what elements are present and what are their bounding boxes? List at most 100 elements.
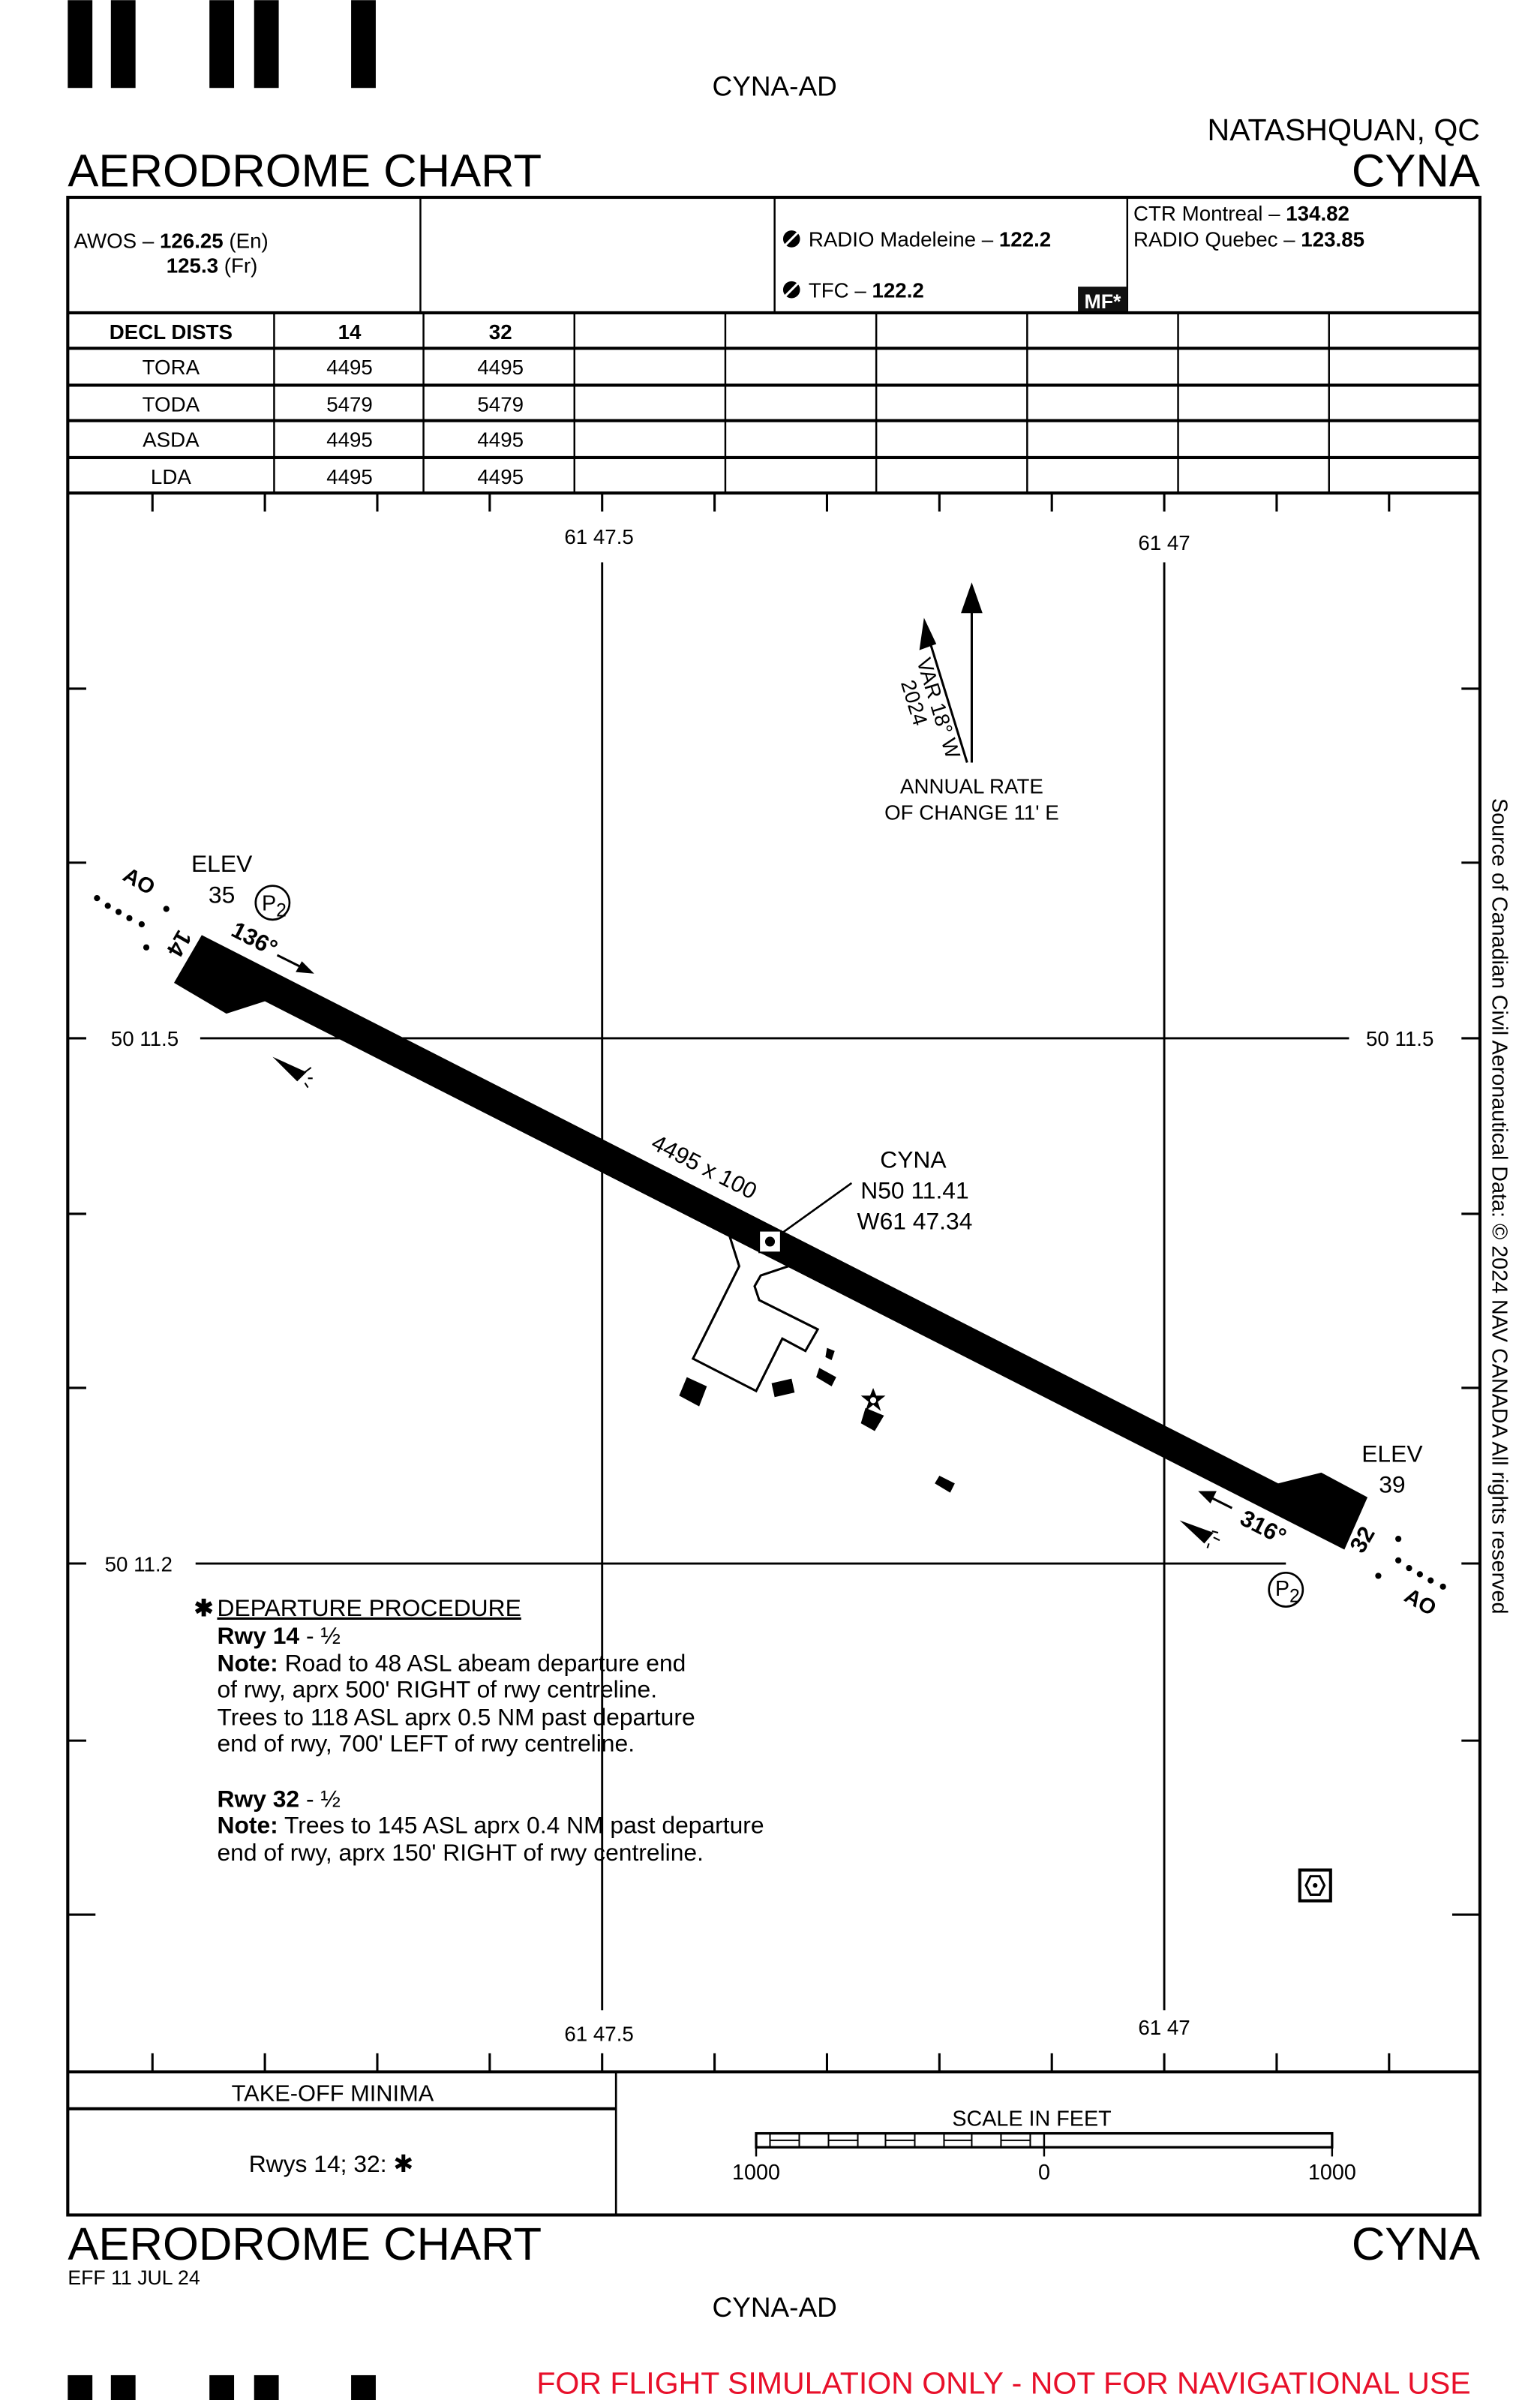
vor-icon xyxy=(1298,1868,1332,1903)
annual-rate-label-2: OF CHANGE 11' E xyxy=(884,801,1059,824)
rwy32-lighting: AO xyxy=(1400,1584,1440,1621)
scale-bar xyxy=(755,2131,1334,2157)
ctr-frequency: CTR Montreal – 134.82 xyxy=(1133,202,1349,225)
building xyxy=(935,1475,955,1493)
graticule xyxy=(195,562,1349,2011)
table-row: TORA 4495 4495 xyxy=(143,356,524,379)
table-cell: 5479 xyxy=(326,392,373,416)
departure-marker: ✱ xyxy=(194,1595,214,1621)
decl-dists-table-grid xyxy=(68,311,1480,495)
building xyxy=(860,1407,884,1431)
longitude-label: 61 47 xyxy=(1138,2016,1190,2039)
apron-outline xyxy=(691,1232,820,1393)
papi-label: P2 xyxy=(1275,1577,1300,1606)
footer-ident: CYNA xyxy=(1352,2218,1480,2270)
bottom-panel xyxy=(68,2071,617,2215)
rwy14-note: Note: Road to 48 ASL abeam departure end xyxy=(217,1650,686,1677)
decl-dists-header: DECL DISTS 14 32 xyxy=(110,320,512,344)
latitude-label: 50 11.5 xyxy=(1366,1027,1433,1050)
ident-title: CYNA xyxy=(1352,146,1480,197)
map-border-ticks xyxy=(68,493,1480,2074)
rwy32-papi: P2 xyxy=(1268,1571,1304,1608)
rwy32-note-line: end of rwy, aprx 150' RIGHT of rwy centr… xyxy=(217,1839,703,1866)
building xyxy=(679,1377,707,1407)
table-cell: 5479 xyxy=(477,392,524,416)
comms-box xyxy=(419,197,1129,313)
departure-title: DEPARTURE PROCEDURE xyxy=(217,1594,521,1621)
rwy32-note: Note: Trees to 145 ASL aprx 0.4 NM past … xyxy=(217,1811,764,1838)
north-arrow-icon xyxy=(919,582,983,763)
table-cell: 4495 xyxy=(326,428,373,452)
arp-leader-line xyxy=(780,1182,853,1235)
arp-icon xyxy=(758,1230,782,1254)
radio-quebec-frequency: RADIO Quebec – 123.85 xyxy=(1133,228,1364,251)
magnetic-variation: VAR 18° W 2024 xyxy=(896,655,965,761)
decl-dists-rows: TORA 4495 4495 TODA 5479 5479 ASDA 4495 … xyxy=(143,356,524,488)
table-cell: 4495 xyxy=(477,465,524,488)
longitude-label: 61 47 xyxy=(1138,531,1190,554)
rwy14-note-line: of rwy, aprx 500' RIGHT of rwy centrelin… xyxy=(217,1676,657,1703)
building xyxy=(771,1378,795,1398)
rwy14-elev: 35 xyxy=(209,881,235,908)
building xyxy=(816,1368,836,1386)
tfc-frequency: TFC – 122.2 xyxy=(809,278,924,302)
doc-id-top: CYNA-AD xyxy=(713,71,837,101)
table-row: ASDA 4495 4495 xyxy=(143,428,524,452)
rwy32-elev-label: ELEV xyxy=(1361,1440,1423,1467)
registration-bars-top xyxy=(68,0,376,89)
table-row: TODA 5479 5479 xyxy=(143,392,524,416)
awos-frequency: AWOS – 126.25 (En) xyxy=(74,230,269,253)
table-header: 14 xyxy=(338,320,362,344)
arp-longitude: W61 47.34 xyxy=(857,1208,973,1235)
tfc-half-circle-icon xyxy=(782,281,800,299)
rwy14-elev-label: ELEV xyxy=(191,850,253,877)
mf-badge-bg xyxy=(1078,287,1127,313)
table-cell: TODA xyxy=(143,392,200,416)
beacon-star-icon xyxy=(860,1387,886,1411)
table-row: LDA 4495 4495 xyxy=(151,465,524,488)
location: NATASHQUAN, QC xyxy=(1208,113,1480,147)
chart-title: AERODROME CHART xyxy=(68,146,542,197)
table-cell: 4495 xyxy=(477,428,524,452)
footer-chart-title: AERODROME CHART xyxy=(68,2218,542,2270)
awos-fr-frequency: 125.3 (Fr) xyxy=(167,254,258,278)
effective-date: EFF 11 JUL 24 xyxy=(68,2266,200,2289)
chart-frame xyxy=(66,195,1481,2217)
rwy14-papi: P2 xyxy=(254,885,291,921)
rwy14-lighting: AO xyxy=(119,863,158,900)
table-cell: 4495 xyxy=(477,356,524,379)
building xyxy=(825,1347,835,1361)
rwy32-heading-arrow-icon xyxy=(1198,1491,1233,1509)
latitude-label: 50 11.2 xyxy=(105,1552,173,1575)
longitude-label: 61 47.5 xyxy=(564,525,633,548)
rwy14-note-line: end of rwy, 700' LEFT of rwy centreline. xyxy=(217,1729,635,1756)
latitude-label: 50 11.5 xyxy=(111,1027,179,1050)
rwy32-elev: 39 xyxy=(1379,1471,1405,1498)
scale-title: SCALE IN FEET xyxy=(952,2107,1111,2131)
table-cell: 4495 xyxy=(326,356,373,379)
scale-label: 1000 xyxy=(732,2161,780,2185)
radio-frequency: RADIO Madeleine – 122.2 xyxy=(809,228,1051,251)
buildings xyxy=(679,1347,955,1493)
rwy32-departure: Rwy 32 - ½ xyxy=(217,1785,340,1812)
rwy14-note-line: Trees to 118 ASL aprx 0.5 NM past depart… xyxy=(217,1704,695,1731)
table-header: 32 xyxy=(489,320,512,344)
rwy14-approach-lights xyxy=(94,895,170,951)
annual-rate-label: ANNUAL RATE xyxy=(900,775,1043,798)
doc-id-bottom: CYNA-AD xyxy=(713,2292,837,2323)
departure-procedure: ✱ DEPARTURE PROCEDURE Rwy 14 - ½ Note: R… xyxy=(194,1594,764,1866)
arp-ident: CYNA xyxy=(880,1146,947,1173)
rwy32-approach-arrow-icon xyxy=(1179,1520,1220,1548)
takeoff-minima-title: TAKE-OFF MINIMA xyxy=(232,2080,434,2107)
papi-label: P2 xyxy=(262,892,287,921)
table-cell: ASDA xyxy=(143,428,200,452)
rwy32-approach-lights xyxy=(1375,1536,1446,1590)
table-cell: 4495 xyxy=(326,465,373,488)
table-header: DECL DISTS xyxy=(110,320,233,344)
rwy14-heading-arrow-icon xyxy=(276,954,314,974)
scale-label: 0 xyxy=(1038,2161,1050,2185)
rwy14-departure: Rwy 14 - ½ xyxy=(217,1622,340,1649)
mf-badge: MF* xyxy=(1085,290,1122,313)
arp-latitude: N50 11.41 xyxy=(860,1176,968,1203)
